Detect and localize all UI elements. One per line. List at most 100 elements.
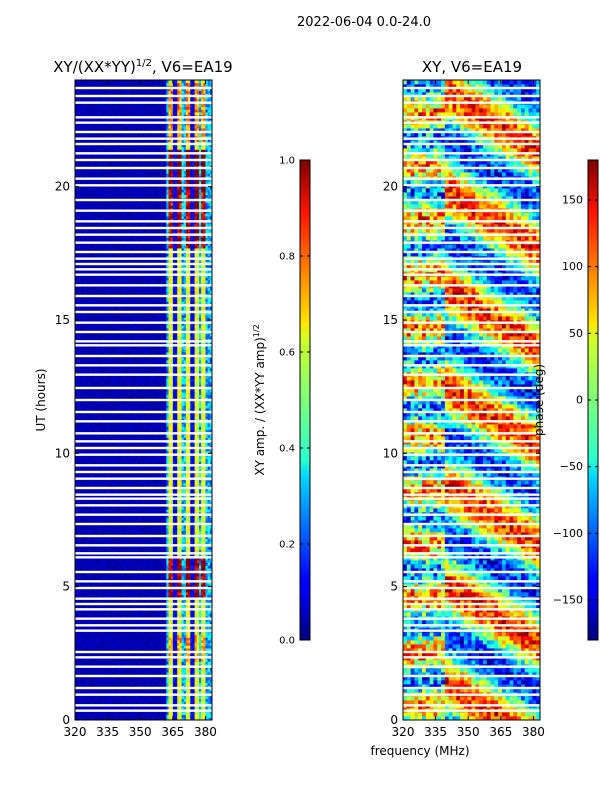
phase-flagged-row — [403, 398, 540, 402]
amplitude-flagged-row — [75, 137, 212, 140]
amplitude-colorbar-tick-label: 0.0 — [279, 636, 295, 647]
amplitude-axes-frame — [74, 79, 213, 721]
phase-colorbar-tick-label: 50 — [569, 327, 583, 340]
phase-colorbar-tick-label: −50 — [560, 460, 583, 473]
amplitude-flagged-row — [75, 310, 212, 314]
ut-axis-label: UT (hours) — [34, 368, 48, 431]
amplitude-flagged-row — [75, 304, 212, 307]
amplitude-ytick-label: 5 — [62, 580, 70, 594]
phase-flagged-row — [403, 513, 540, 516]
phase-flagged-row — [403, 177, 540, 180]
amplitude-flagged-row — [75, 665, 212, 668]
phase-flagged-row — [403, 410, 540, 414]
amplitude-flagged-row — [75, 534, 212, 538]
phase-flagged-row — [403, 344, 540, 347]
phase-flagged-row — [403, 364, 540, 367]
phase-colorbar-ticks: −150 −100 −50 0 50 100 150 — [553, 194, 598, 607]
amplitude-flagged-row — [75, 330, 212, 334]
amplitude-axis: 320 335 350 365 380 0 5 10 15 20 — [55, 80, 217, 739]
amplitude-flagged-row — [75, 504, 212, 507]
amplitude-xtick-label: 365 — [161, 725, 184, 739]
phase-flagged-row — [403, 453, 540, 456]
amplitude-flagged-row — [75, 432, 212, 435]
amplitude-flagged-row — [75, 656, 212, 659]
phase-ytick-label: 0 — [390, 713, 398, 727]
phase-heatmap — [403, 80, 541, 721]
phase-flagged-row — [403, 101, 540, 104]
amplitude-flagged-row — [75, 209, 212, 212]
amplitude-flagged-row — [75, 121, 212, 124]
amplitude-flagged-row — [75, 410, 212, 414]
amplitude-flagged-row — [75, 477, 212, 480]
amplitude-panel: XY/(XX*YY)1/2, V6=EA19 320 335 350 365 380 0 5… — [34, 58, 233, 739]
phase-xtick-label: 335 — [424, 725, 447, 739]
phase-flagged-row — [403, 624, 540, 627]
phase-xtick-label: 380 — [522, 725, 545, 739]
phase-flagged-row — [403, 184, 540, 187]
figure-suptitle: 2022-06-04 0.0-24.0 — [297, 15, 431, 30]
amplitude-flagged-row — [75, 446, 212, 450]
amplitude-flagged-row — [75, 284, 212, 287]
phase-flagged-row — [403, 704, 540, 707]
amplitude-flagged-row — [75, 220, 212, 223]
amplitude-flagged-row — [75, 453, 212, 456]
phase-colorbar: −150 −100 −50 0 50 100 150 phase (deg) — [532, 159, 599, 641]
phase-flagged-row — [403, 497, 540, 500]
phase-colorbar-tick-label: 150 — [562, 194, 583, 207]
phase-flagged-row — [403, 158, 540, 162]
amplitude-flagged-row — [75, 674, 212, 678]
phase-flagged-row — [403, 586, 540, 590]
amplitude-flagged-row — [75, 597, 212, 600]
phase-flagged-row — [403, 386, 540, 390]
frequency-axis-label: frequency (MHz) — [370, 744, 469, 758]
phase-flagged-row — [403, 420, 540, 423]
amplitude-colorbar-tick-label: 0.2 — [279, 540, 295, 551]
phase-flagged-row — [403, 257, 540, 260]
amplitude-flagged-row — [75, 544, 212, 547]
phase-flagged-row — [403, 656, 540, 659]
phase-flagged-row — [403, 142, 540, 146]
amplitude-heatmap — [75, 80, 213, 721]
phase-flagged-row — [403, 570, 540, 574]
phase-flagged-row — [403, 310, 540, 314]
amplitude-ytick-label: 10 — [55, 446, 70, 460]
amplitude-flagged-row — [75, 226, 212, 230]
amplitude-flagged-row — [75, 364, 212, 367]
amplitude-flagged-row — [75, 142, 212, 146]
phase-flagged-row — [403, 273, 540, 276]
amplitude-xtick-label: 350 — [129, 725, 152, 739]
amplitude-flagged-row — [75, 262, 212, 266]
amplitude-flagged-row — [75, 398, 212, 402]
phase-flagged-row — [403, 446, 540, 450]
phase-xtick-label: 365 — [489, 725, 512, 739]
phase-colorbar-tick-label: 0 — [576, 394, 583, 407]
phase-flagged-row — [403, 284, 540, 287]
phase-flagged-row — [403, 262, 540, 266]
phase-flagged-row — [403, 709, 540, 712]
phase-colorbar-label: phase (deg) — [532, 364, 546, 436]
phase-flagged-row — [403, 674, 540, 678]
phase-flagged-row — [403, 198, 540, 202]
phase-flagged-row — [403, 686, 540, 690]
amplitude-flagged-row — [75, 556, 212, 559]
phase-flagged-row — [403, 504, 540, 507]
amplitude-flagged-row — [75, 608, 212, 611]
amplitude-flagged-row — [75, 602, 212, 606]
phase-flagged-row — [403, 330, 540, 334]
amplitude-flagged-row — [75, 440, 212, 443]
phase-flagged-row — [403, 268, 540, 271]
amplitude-flagged-row — [75, 177, 212, 180]
amplitude-flagged-row — [75, 116, 212, 119]
amplitude-flagged-row — [75, 624, 212, 627]
phase-flagged-row — [403, 665, 540, 668]
phase-flagged-row — [403, 432, 540, 435]
phase-flagged-row — [403, 556, 540, 559]
phase-flagged-row — [403, 340, 540, 343]
phase-flagged-row — [403, 294, 540, 298]
amplitude-flagged-row — [75, 94, 212, 98]
phase-ytick-label: 10 — [383, 446, 398, 460]
phase-flagged-row — [403, 94, 540, 98]
phase-flagged-row — [403, 250, 540, 254]
amplitude-colorbar-ticks: 0.0 0.2 0.4 0.6 0.8 1.0 — [279, 156, 310, 647]
